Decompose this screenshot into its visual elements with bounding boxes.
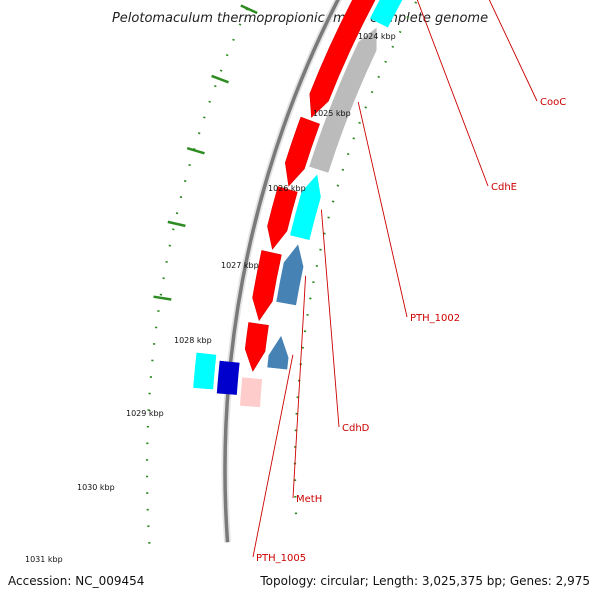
gene-label-pth1002[interactable]: PTH_1002 [410, 313, 460, 324]
topology-label: Topology: circular; Length: 3,025,375 bp… [258, 573, 592, 589]
callout-line-0 [488, 0, 538, 102]
outer-dot-line [145, 0, 253, 548]
gene-cdhE [370, 0, 403, 28]
tick-label-1028: 1028 kbp [174, 336, 212, 345]
tick-mark-3 [240, 4, 258, 15]
tick-mark-7 [153, 295, 172, 301]
tick-mark-6 [167, 220, 186, 228]
gene-label-cooC[interactable]: CooC [540, 97, 566, 108]
tick-mark-5 [186, 147, 205, 155]
callout-line-4 [292, 275, 307, 499]
reverse-strand-track [193, 0, 403, 408]
tick-label-1024: 1024 kbp [358, 32, 396, 41]
forward-gene-4 [252, 250, 282, 322]
gene-label-metH[interactable]: MetH [296, 494, 322, 505]
tick-label-1027: 1027 kbp [221, 261, 259, 270]
gene-partial-darkblue [216, 360, 240, 395]
tick-label-1026: 1026 kbp [268, 184, 306, 193]
tick-mark-4 [211, 74, 229, 84]
gene-label-cdhD[interactable]: CdhD [342, 423, 370, 434]
tick-label-1029: 1029 kbp [126, 409, 164, 418]
tick-labels: 1024 kbp 1025 kbp 1026 kbp 1027 kbp 1028… [25, 32, 396, 564]
gene-labels[interactable]: CooC CdhE PTH_1002 CdhD MetH PTH_1005 [256, 97, 566, 564]
callout-line-5 [252, 354, 294, 558]
backbone-track [221, 0, 342, 543]
tick-label-1025: 1025 kbp [313, 109, 351, 118]
gene-pth1005 [267, 335, 289, 370]
tick-label-1030: 1030 kbp [77, 483, 115, 492]
tick-label-1031: 1031 kbp [25, 555, 63, 564]
forward-gene-2 [284, 116, 320, 187]
gene-label-cdhE[interactable]: CdhE [491, 182, 517, 193]
callout-line-1 [416, 0, 489, 187]
position-dots [145, 0, 419, 548]
gene-cdhD [290, 174, 321, 240]
gene-partial-pink [240, 377, 263, 408]
callout-line-3 [320, 209, 340, 428]
accession-label: Accession: NC_009454 [6, 573, 147, 589]
map-title: Pelotomaculum thermopropionicum SI, comp… [112, 11, 488, 26]
forward-strand-track [244, 0, 376, 372]
forward-gene-1 [309, 0, 376, 118]
callout-line-2 [357, 101, 408, 318]
tick-marks [153, 4, 258, 301]
gene-label-pth1005[interactable]: PTH_1005 [256, 553, 306, 564]
gene-pth1002 [309, 27, 377, 173]
forward-gene-3 [267, 186, 298, 250]
backbone-line [223, 0, 340, 543]
gene-metH [276, 244, 304, 306]
forward-gene-5 [244, 322, 269, 372]
gene-callouts [252, 0, 538, 558]
gene-partial-cyan [193, 352, 217, 390]
